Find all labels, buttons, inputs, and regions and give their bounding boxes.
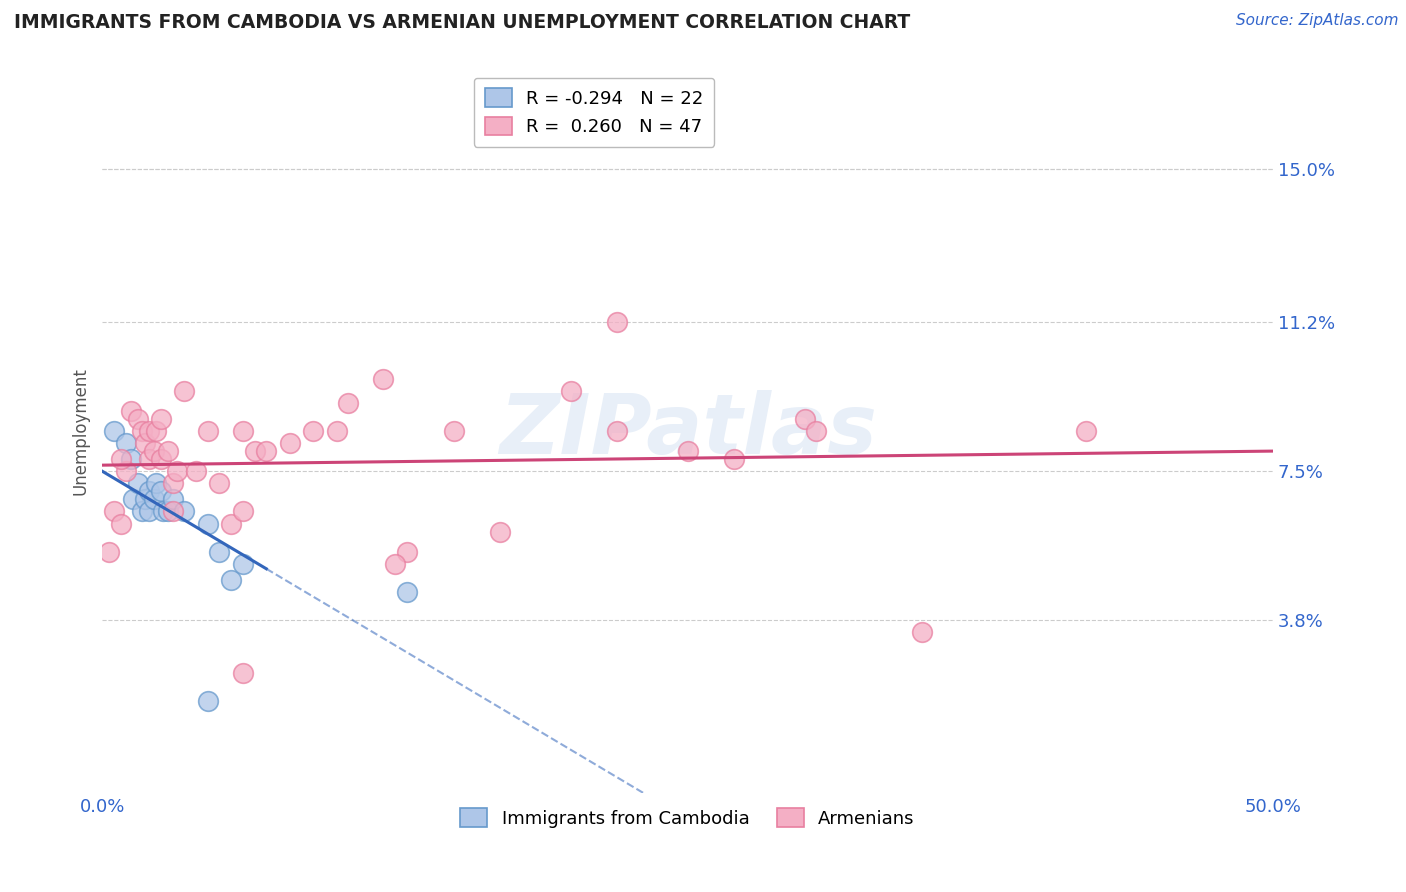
Point <box>138 504 160 518</box>
Point <box>489 524 512 539</box>
Point <box>149 484 172 499</box>
Point <box>676 444 699 458</box>
Point <box>219 573 242 587</box>
Point <box>162 504 184 518</box>
Point <box>131 424 153 438</box>
Legend: Immigrants from Cambodia, Armenians: Immigrants from Cambodia, Armenians <box>453 801 922 835</box>
Point <box>606 315 628 329</box>
Point <box>173 384 195 398</box>
Point <box>560 384 582 398</box>
Point <box>166 464 188 478</box>
Point <box>156 444 179 458</box>
Point <box>145 476 167 491</box>
Point <box>115 464 138 478</box>
Point <box>145 424 167 438</box>
Point <box>197 516 219 531</box>
Point <box>1074 424 1097 438</box>
Point <box>243 444 266 458</box>
Point <box>443 424 465 438</box>
Point <box>173 504 195 518</box>
Point <box>197 424 219 438</box>
Point <box>142 444 165 458</box>
Point <box>142 492 165 507</box>
Point <box>110 452 132 467</box>
Point <box>98 545 121 559</box>
Point <box>208 476 231 491</box>
Point <box>232 424 254 438</box>
Point <box>115 436 138 450</box>
Point <box>232 665 254 680</box>
Point <box>149 452 172 467</box>
Point <box>208 545 231 559</box>
Point <box>232 557 254 571</box>
Point <box>197 694 219 708</box>
Point <box>120 452 142 467</box>
Point <box>232 504 254 518</box>
Text: ZIPatlas: ZIPatlas <box>499 391 876 472</box>
Point <box>373 371 395 385</box>
Point <box>138 424 160 438</box>
Point <box>219 516 242 531</box>
Point <box>134 436 156 450</box>
Point <box>110 516 132 531</box>
Text: IMMIGRANTS FROM CAMBODIA VS ARMENIAN UNEMPLOYMENT CORRELATION CHART: IMMIGRANTS FROM CAMBODIA VS ARMENIAN UNE… <box>14 13 910 32</box>
Point <box>121 492 143 507</box>
Point <box>127 476 149 491</box>
Point <box>793 412 815 426</box>
Point <box>325 424 347 438</box>
Point <box>162 476 184 491</box>
Point <box>254 444 277 458</box>
Point <box>911 625 934 640</box>
Point <box>134 492 156 507</box>
Point <box>138 452 160 467</box>
Point <box>131 504 153 518</box>
Point <box>138 484 160 499</box>
Point <box>337 396 360 410</box>
Point <box>152 504 174 518</box>
Point <box>127 412 149 426</box>
Y-axis label: Unemployment: Unemployment <box>72 367 89 495</box>
Point <box>395 545 418 559</box>
Point <box>184 464 207 478</box>
Point <box>120 404 142 418</box>
Point <box>806 424 828 438</box>
Point <box>156 504 179 518</box>
Point <box>103 424 125 438</box>
Point <box>384 557 406 571</box>
Point <box>162 492 184 507</box>
Point <box>149 412 172 426</box>
Point <box>103 504 125 518</box>
Point <box>723 452 745 467</box>
Text: Source: ZipAtlas.com: Source: ZipAtlas.com <box>1236 13 1399 29</box>
Point <box>395 585 418 599</box>
Point <box>302 424 325 438</box>
Point <box>278 436 301 450</box>
Point <box>606 424 628 438</box>
